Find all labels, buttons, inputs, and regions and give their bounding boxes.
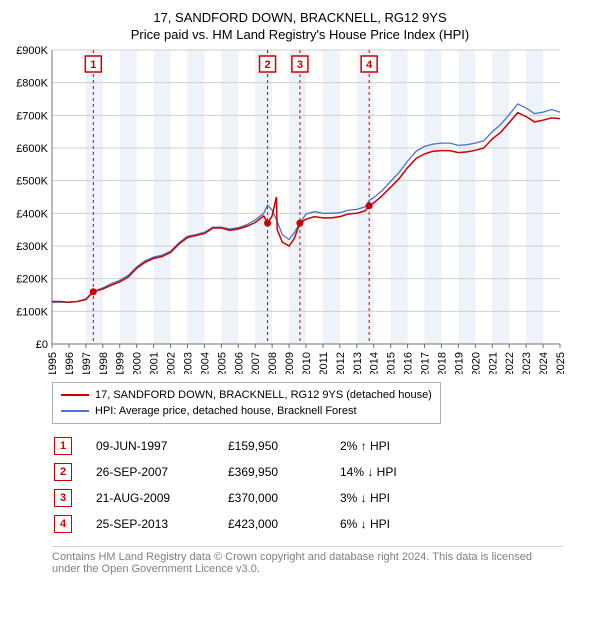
transaction-date: 21-AUG-2009 <box>96 486 226 510</box>
x-tick-label: 2007 <box>250 352 262 374</box>
transaction-marker: 2 <box>54 463 72 481</box>
transaction-row: 1 09-JUN-1997£159,9502% ↑ HPI <box>54 434 450 458</box>
x-tick-label: 2016 <box>403 352 415 374</box>
legend-item: HPI: Average price, detached house, Brac… <box>61 403 432 419</box>
x-tick-label: 2012 <box>335 352 347 374</box>
x-tick-label: 2010 <box>301 352 313 374</box>
transaction-price: £369,950 <box>228 460 338 484</box>
transaction-date: 26-SEP-2007 <box>96 460 226 484</box>
y-tick-label: £600K <box>16 143 48 155</box>
x-tick-label: 1997 <box>81 352 93 374</box>
y-tick-label: £900K <box>16 45 48 57</box>
attribution-footer: Contains HM Land Registry data © Crown c… <box>52 546 562 575</box>
x-tick-label: 2018 <box>436 352 448 374</box>
svg-text:1: 1 <box>90 59 96 71</box>
x-tick-label: 2024 <box>538 352 550 374</box>
legend-label: HPI: Average price, detached house, Brac… <box>95 405 357 417</box>
transaction-marker: 3 <box>54 489 72 507</box>
price-chart: £0 £100K £200K £300K £400K £500K £600K £700K £80… <box>8 44 592 374</box>
x-tick-label: 2000 <box>132 352 144 374</box>
transaction-date: 09-JUN-1997 <box>96 434 226 458</box>
x-tick-label: 2013 <box>352 352 364 374</box>
transaction-row: 4 25-SEP-2013£423,0006% ↓ HPI <box>54 512 450 536</box>
transaction-delta: 3% ↓ HPI <box>340 486 450 510</box>
x-tick-label: 2002 <box>166 352 178 374</box>
svg-text:4: 4 <box>366 59 373 71</box>
transaction-marker: 4 <box>54 515 72 533</box>
marker-dot <box>296 220 303 227</box>
x-tick-label: 2004 <box>199 352 211 374</box>
x-tick-label: 2023 <box>521 352 533 374</box>
x-tick-label: 2005 <box>216 352 228 374</box>
x-tick-label: 2011 <box>318 352 330 374</box>
title-line-2: Price paid vs. HM Land Registry's House … <box>8 27 592 42</box>
x-tick-label: 2019 <box>453 352 465 374</box>
x-tick-label: 1995 <box>47 352 59 374</box>
y-tick-label: £800K <box>16 78 48 90</box>
x-tick-label: 2014 <box>369 352 381 374</box>
x-tick-label: 1996 <box>64 352 76 374</box>
y-tick-label: £300K <box>16 241 48 253</box>
x-tick-label: 2015 <box>386 352 398 374</box>
y-tick-label: £0 <box>36 339 48 351</box>
x-tick-label: 1998 <box>98 352 110 374</box>
chart-svg: £0 £100K £200K £300K £400K £500K £600K £700K £80… <box>8 44 564 374</box>
transaction-price: £370,000 <box>228 486 338 510</box>
transaction-price: £423,000 <box>228 512 338 536</box>
transaction-delta: 6% ↓ HPI <box>340 512 450 536</box>
transaction-row: 3 21-AUG-2009£370,0003% ↓ HPI <box>54 486 450 510</box>
marker-dot <box>366 202 373 209</box>
x-tick-label: 2020 <box>470 352 482 374</box>
title-line-1: 17, SANDFORD DOWN, BRACKNELL, RG12 9YS <box>8 10 592 25</box>
x-tick-label: 2006 <box>233 352 245 374</box>
transaction-row: 2 26-SEP-2007£369,95014% ↓ HPI <box>54 460 450 484</box>
transaction-marker: 1 <box>54 437 72 455</box>
x-tick-label: 2022 <box>504 352 516 374</box>
transaction-delta: 14% ↓ HPI <box>340 460 450 484</box>
svg-text:2: 2 <box>264 59 270 71</box>
y-tick-label: £500K <box>16 176 48 188</box>
y-tick-label: £100K <box>16 306 48 318</box>
x-tick-label: 2009 <box>284 352 296 374</box>
x-tick-label: 2021 <box>487 352 499 374</box>
x-tick-label: 2001 <box>149 352 161 374</box>
x-tick-label: 2017 <box>420 352 432 374</box>
marker-dot <box>264 220 271 227</box>
legend-item: 17, SANDFORD DOWN, BRACKNELL, RG12 9YS (… <box>61 387 432 403</box>
legend: 17, SANDFORD DOWN, BRACKNELL, RG12 9YS (… <box>52 382 441 424</box>
legend-label: 17, SANDFORD DOWN, BRACKNELL, RG12 9YS (… <box>95 389 432 401</box>
legend-swatch <box>61 394 89 396</box>
y-tick-label: £400K <box>16 208 48 220</box>
transaction-date: 25-SEP-2013 <box>96 512 226 536</box>
x-tick-label: 1999 <box>115 352 127 374</box>
x-tick-label: 2008 <box>267 352 279 374</box>
svg-text:3: 3 <box>297 59 303 71</box>
transaction-price: £159,950 <box>228 434 338 458</box>
y-tick-label: £200K <box>16 274 48 286</box>
x-tick-label: 2025 <box>555 352 564 374</box>
legend-swatch <box>61 410 89 412</box>
x-tick-label: 2003 <box>182 352 194 374</box>
y-tick-label: £700K <box>16 110 48 122</box>
transaction-delta: 2% ↑ HPI <box>340 434 450 458</box>
transaction-table: 1 09-JUN-1997£159,9502% ↑ HPI 2 26-SEP-2007… <box>52 432 452 538</box>
marker-dot <box>90 288 97 295</box>
